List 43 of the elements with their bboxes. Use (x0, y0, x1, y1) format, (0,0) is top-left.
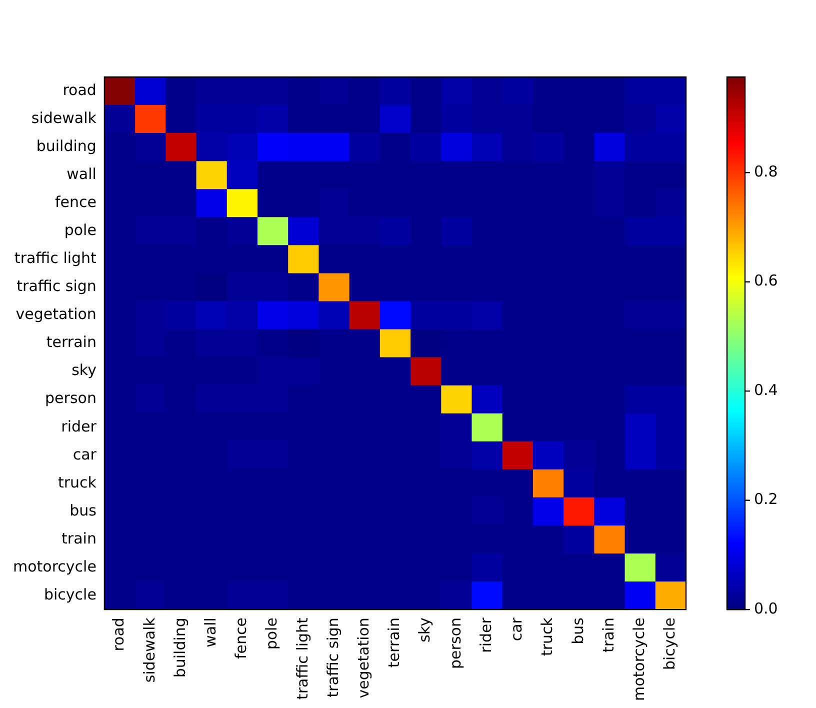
x-tick-label: building (170, 618, 189, 678)
y-tick-label: car (72, 445, 98, 464)
y-tick-label: person (45, 389, 96, 408)
x-tick-label: wall (201, 618, 220, 648)
x-tick-label: terrain (385, 618, 404, 668)
x-tick-label: sidewalk (140, 617, 158, 683)
y-tick-label: truck (58, 473, 97, 492)
y-tick-label: traffic sign (16, 277, 96, 296)
x-tick-label: road (110, 618, 128, 652)
x-tick-label: sky (416, 617, 434, 642)
x-tick-label: rider (476, 616, 495, 653)
color-bar-label: 0.0 (754, 599, 778, 618)
color-bar-label: 0.2 (754, 490, 778, 508)
x-tick-label: vegetation (354, 618, 373, 698)
y-tick-label: vegetation (16, 305, 96, 324)
x-tick-label: fence (232, 618, 250, 660)
y-tick-label: traffic light (14, 249, 97, 268)
x-tick-label: bicycle (660, 618, 679, 670)
x-tick-label: traffic light (293, 617, 312, 700)
y-tick-label: motorcycle (13, 557, 96, 576)
y-tick-label: sidewalk (31, 108, 97, 127)
y-tick-label: terrain (46, 333, 96, 352)
color-bar-label: 0.4 (754, 380, 778, 399)
y-tick-label: building (36, 136, 96, 155)
x-tick-label: truck (538, 617, 556, 656)
y-tick-label: bus (70, 501, 97, 520)
x-tick-label: train (599, 618, 618, 652)
y-tick-label: sky (72, 361, 97, 380)
y-tick-label: wall (66, 164, 96, 183)
y-tick-label: road (62, 80, 96, 99)
x-tick-label: person (446, 618, 464, 669)
color-bar-label: 0.8 (754, 162, 778, 180)
y-tick-label: train (62, 529, 96, 548)
x-tick-label: pole (262, 618, 281, 650)
y-tick-label: bicycle (44, 585, 96, 604)
y-tick-label: rider (61, 417, 98, 436)
y-tick-label: pole (64, 221, 96, 240)
y-tick-label: fence (54, 193, 96, 212)
x-tick-label: traffic sign (324, 618, 342, 698)
x-tick-label: bus (568, 617, 587, 644)
color-bar-label: 0.6 (754, 272, 778, 290)
x-tick-label: car (508, 616, 526, 642)
x-tick-label: motorcycle (630, 618, 648, 701)
